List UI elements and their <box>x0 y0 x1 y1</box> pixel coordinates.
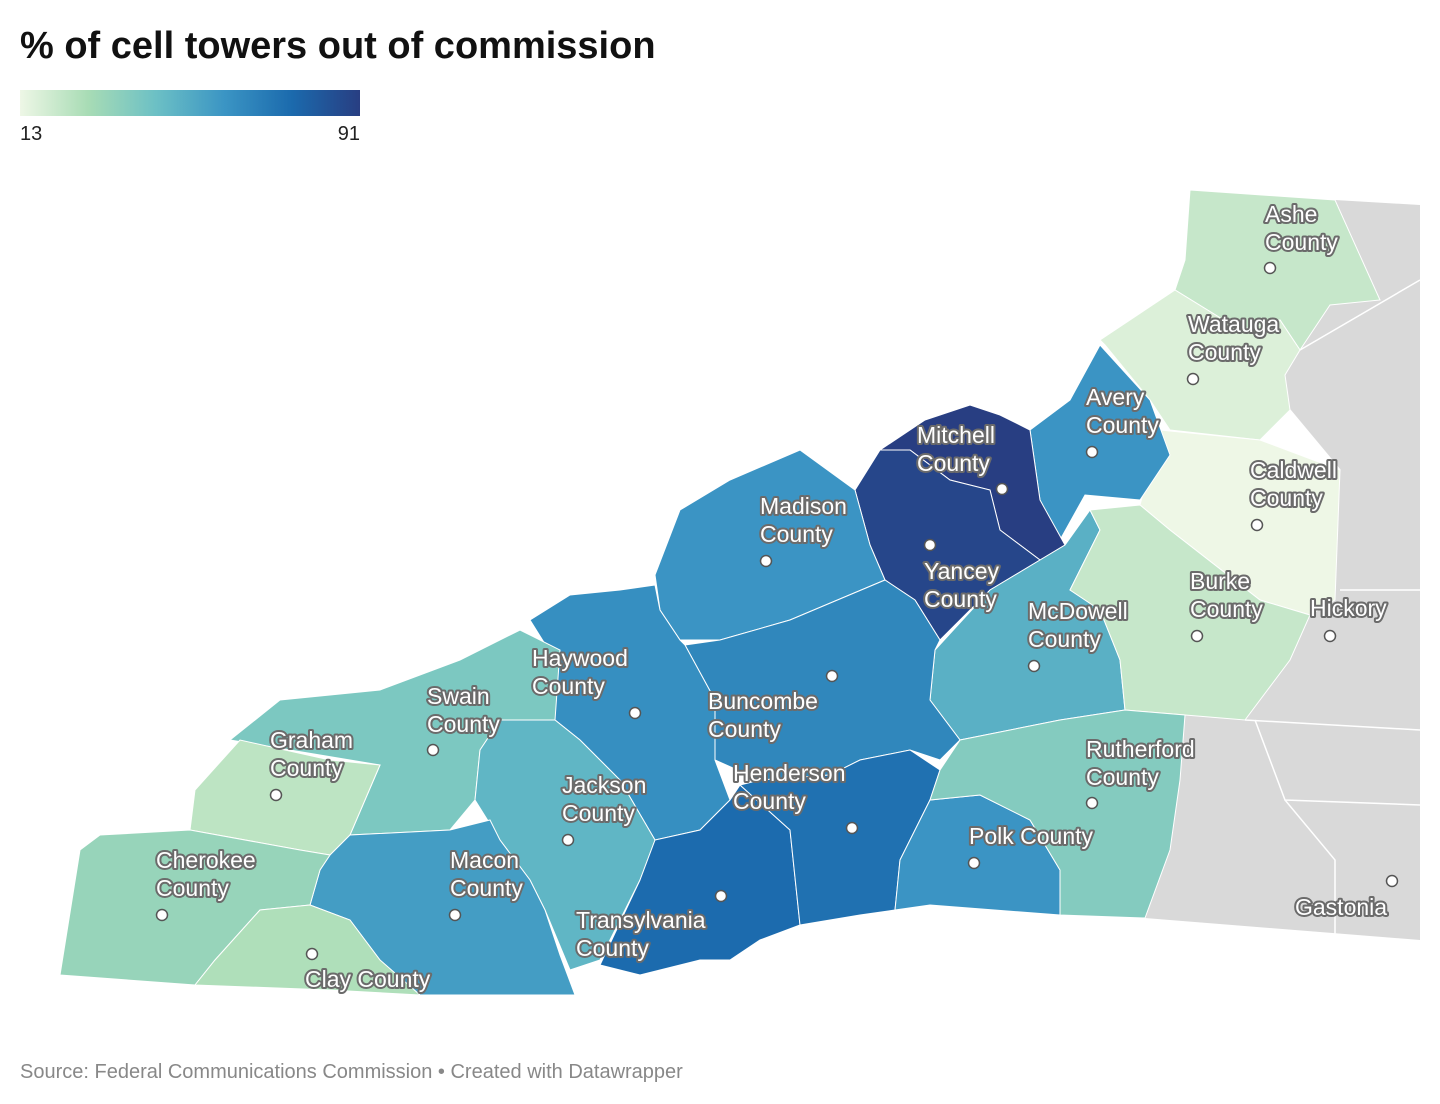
outside-borders <box>1244 279 1421 935</box>
county-label: Haywood County <box>532 645 628 699</box>
county-label: Avery County <box>1086 384 1159 438</box>
label-line: County <box>450 875 523 901</box>
label-line: County <box>1086 764 1159 790</box>
county-dot <box>967 856 981 870</box>
county-dot <box>1263 261 1277 275</box>
county-label: Cherokee County <box>156 847 256 901</box>
county-dot <box>845 821 859 835</box>
label-line: Henderson <box>733 760 846 786</box>
label-line: County <box>760 521 833 547</box>
county-label: Graham County <box>270 727 353 781</box>
label-line: Haywood <box>532 645 628 671</box>
county-dot <box>1085 445 1099 459</box>
label-line: Graham <box>270 727 353 753</box>
label-line: County <box>562 800 635 826</box>
county-dot <box>1250 518 1264 532</box>
label-line: Macon <box>450 847 519 873</box>
county <box>59 829 331 986</box>
county-dot <box>1190 629 1204 643</box>
label-line: Buncombe <box>708 688 818 714</box>
label-line: Yancey <box>924 558 1000 584</box>
county-label: McDowell County <box>1028 598 1128 652</box>
county-label: Polk County <box>969 823 1094 849</box>
county-label: Henderson County <box>733 760 846 814</box>
label-line: County <box>156 875 229 901</box>
title: % of cell towers out of commission <box>20 25 656 67</box>
label-line: County <box>733 788 806 814</box>
county-label: Jackson County <box>562 772 646 826</box>
county <box>929 709 1186 919</box>
label-line: Cherokee <box>156 847 256 873</box>
label-line: Avery <box>1086 384 1145 410</box>
county-dot <box>1186 372 1200 386</box>
label-line: County <box>270 755 343 781</box>
county-dot <box>305 947 319 961</box>
county-dot <box>155 908 169 922</box>
label-line: Swain <box>427 683 490 709</box>
county-label: Yancey County <box>924 558 1000 612</box>
county-dot <box>561 833 575 847</box>
city-dot <box>1323 629 1337 643</box>
county-label: Rutherford County <box>1086 736 1195 790</box>
county-dot <box>1027 659 1041 673</box>
label-line: Transylvania <box>576 907 706 933</box>
legend-min: 13 <box>20 123 42 145</box>
label-line: Jackson <box>562 772 646 798</box>
label-line: Burke <box>1190 568 1250 594</box>
outside-region <box>1145 200 1420 940</box>
county-dot <box>759 554 773 568</box>
county-dot <box>628 706 642 720</box>
county-label: Madison County <box>760 493 847 547</box>
label-line: McDowell <box>1028 598 1128 624</box>
city-label: Gastonia <box>1295 894 1387 920</box>
county-dot <box>426 743 440 757</box>
county-dot <box>1085 796 1099 810</box>
county-label: Transylvania County <box>576 907 706 961</box>
label-line: County <box>1265 229 1338 255</box>
county-dot <box>714 889 728 903</box>
city-label: Hickory <box>1310 595 1387 621</box>
county-label: Burke County <box>1190 568 1263 622</box>
county-label: Clay County <box>305 966 431 992</box>
county-label: Swain County <box>427 683 500 737</box>
label-line: Ashe <box>1265 201 1317 227</box>
county-label: Ashe County <box>1265 201 1338 255</box>
label-line: County <box>532 673 605 699</box>
city-dot <box>1385 874 1399 888</box>
label-line: County <box>1086 412 1159 438</box>
label-line: County <box>576 935 649 961</box>
legend-bar <box>20 90 360 116</box>
label-line: Madison <box>760 493 847 519</box>
label-line: County <box>1188 339 1261 365</box>
legend-max: 91 <box>338 123 360 145</box>
label-line: Mitchell <box>917 422 995 448</box>
source: Source: Federal Communications Commissio… <box>20 1061 683 1083</box>
county-label: Caldwell County <box>1250 457 1337 511</box>
county-dot <box>825 669 839 683</box>
county-label: Mitchell County <box>917 422 995 476</box>
label-line: County <box>924 586 997 612</box>
label-line: County <box>1190 596 1263 622</box>
county-label: Macon County <box>450 847 523 901</box>
label-line: County <box>1028 626 1101 652</box>
label-line: County <box>427 711 500 737</box>
label-line: County <box>1250 485 1323 511</box>
label-line: Watauga <box>1188 311 1279 337</box>
county-label: Buncombe County <box>708 688 818 742</box>
label-line: County <box>708 716 781 742</box>
label-line: Caldwell <box>1250 457 1337 483</box>
county-dot <box>269 788 283 802</box>
label-line: County <box>917 450 990 476</box>
county-dot <box>448 908 462 922</box>
county-dot <box>995 482 1009 496</box>
county <box>1099 289 1301 441</box>
county-label: Watauga County <box>1188 311 1279 365</box>
county-dot <box>923 538 937 552</box>
label-line: Rutherford <box>1086 736 1195 762</box>
